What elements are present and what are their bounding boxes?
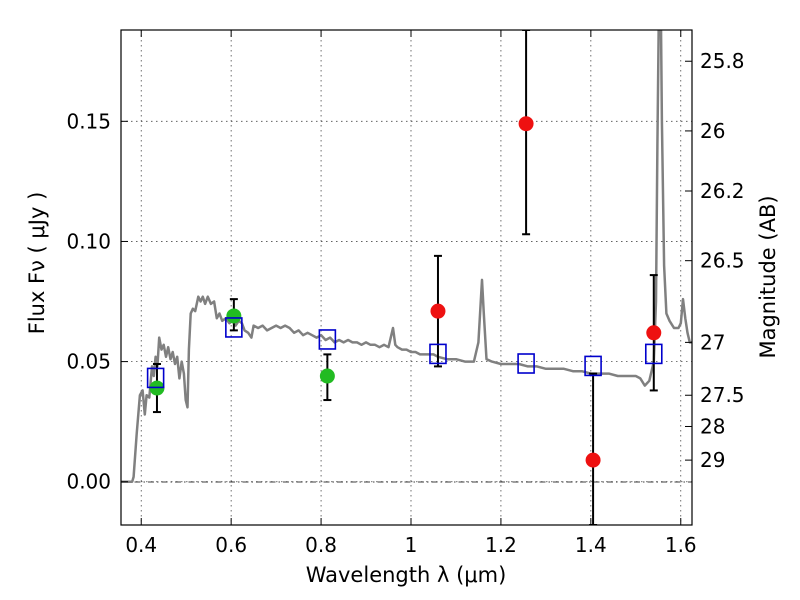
y-tick-label: 0.15	[66, 109, 111, 133]
model-flux-square	[146, 367, 165, 389]
x-tick-label: 0.6	[215, 533, 247, 557]
model-flux-square	[644, 343, 663, 365]
y-tick-label: 0.00	[66, 470, 111, 494]
x-tick-label: 1.4	[575, 533, 607, 557]
red-flux-point	[430, 303, 446, 319]
model-flux-square	[429, 343, 447, 365]
green-flux-point	[319, 368, 335, 384]
x-tick-label: 1.2	[485, 533, 517, 557]
x-tick-label: 0.4	[125, 533, 157, 557]
green-flux-point	[226, 308, 242, 324]
model-flux-square	[318, 329, 337, 350]
model-flux-square	[225, 317, 243, 338]
red-flux-point	[646, 325, 662, 341]
y-axis-right-label: Magnitude (AB)	[756, 195, 780, 358]
mag-tick-label: 25.8	[700, 49, 745, 73]
mag-tick-label: 27.5	[700, 383, 745, 407]
red-flux-point	[585, 452, 601, 468]
x-tick-label: 1	[405, 533, 418, 557]
mag-tick-label: 27	[700, 330, 725, 354]
mag-tick-label: 26	[700, 119, 725, 143]
mag-tick-label: 26.2	[700, 179, 745, 203]
x-axis-label: Wavelength λ (μm)	[306, 563, 507, 587]
x-tick-label: 1.6	[665, 533, 697, 557]
model-flux-square	[517, 353, 535, 374]
axis-ticks: 0.4 0.6 0.8 1 1.2 1.4 1.6 0.00 0.05 0.10 0.15 25.8 2…	[66, 30, 745, 557]
mag-tick-label: 29	[700, 448, 725, 472]
red-flux-point	[518, 116, 534, 132]
x-tick-label: 0.8	[305, 533, 337, 557]
mag-tick-label: 26.5	[700, 249, 745, 273]
model-flux-square	[584, 355, 602, 377]
y-tick-label: 0.05	[66, 350, 111, 374]
plot-area	[121, 30, 692, 525]
y-tick-label: 0.10	[66, 229, 111, 253]
mag-tick-label: 28	[700, 414, 725, 438]
y-axis-label: Flux Fν ( μJy )	[25, 192, 49, 335]
plot-frame	[120, 29, 693, 526]
plot-background	[121, 30, 692, 525]
